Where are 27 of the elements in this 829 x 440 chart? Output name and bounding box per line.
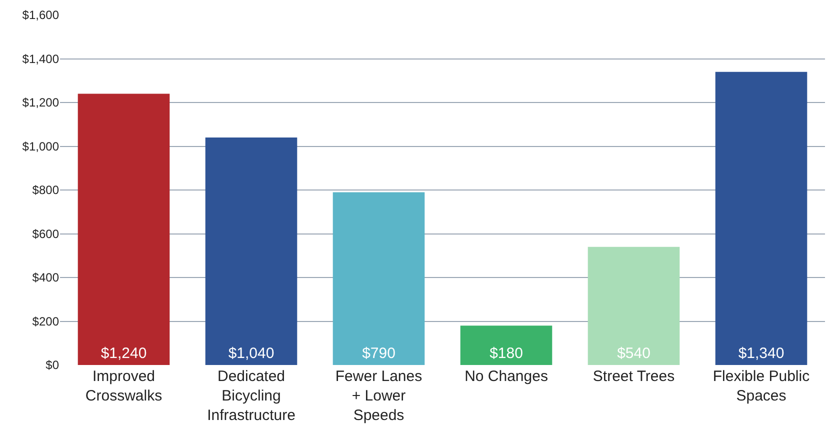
data-label: $1,040 (228, 345, 274, 362)
y-tick-label: $800 (32, 183, 60, 198)
bar (715, 72, 808, 365)
y-tick-label: $0 (46, 358, 60, 372)
data-label: $540 (617, 345, 650, 362)
x-tick-label: Street Trees (592, 368, 675, 385)
x-tick-label: Fewer Lanes + Lower Speeds (335, 368, 422, 424)
data-label: $790 (362, 345, 396, 362)
y-tick-label: $600 (32, 226, 60, 241)
data-label: $180 (490, 345, 523, 362)
bar (588, 246, 680, 365)
y-tick-label: $1,200 (22, 96, 60, 110)
bar (78, 94, 170, 365)
y-tick-label: $1,600 (22, 8, 60, 22)
bar (332, 192, 425, 365)
y-tick-label: $1,400 (22, 52, 60, 66)
x-tick-label: Flexible Public Spaces (712, 368, 810, 404)
bar (205, 138, 298, 365)
x-tick-label: Improved Crosswalks (85, 368, 162, 404)
bar (460, 326, 552, 365)
data-label: $1,240 (100, 345, 147, 362)
y-tick-label: $400 (32, 270, 60, 285)
data-label: $1,340 (738, 345, 784, 362)
x-tick-label: Dedicated Bicycling Infrastructure (207, 368, 296, 424)
y-tick-label: $1,000 (22, 139, 60, 154)
x-tick-label: No Changes (464, 368, 548, 385)
y-tick-label: $200 (32, 314, 60, 328)
